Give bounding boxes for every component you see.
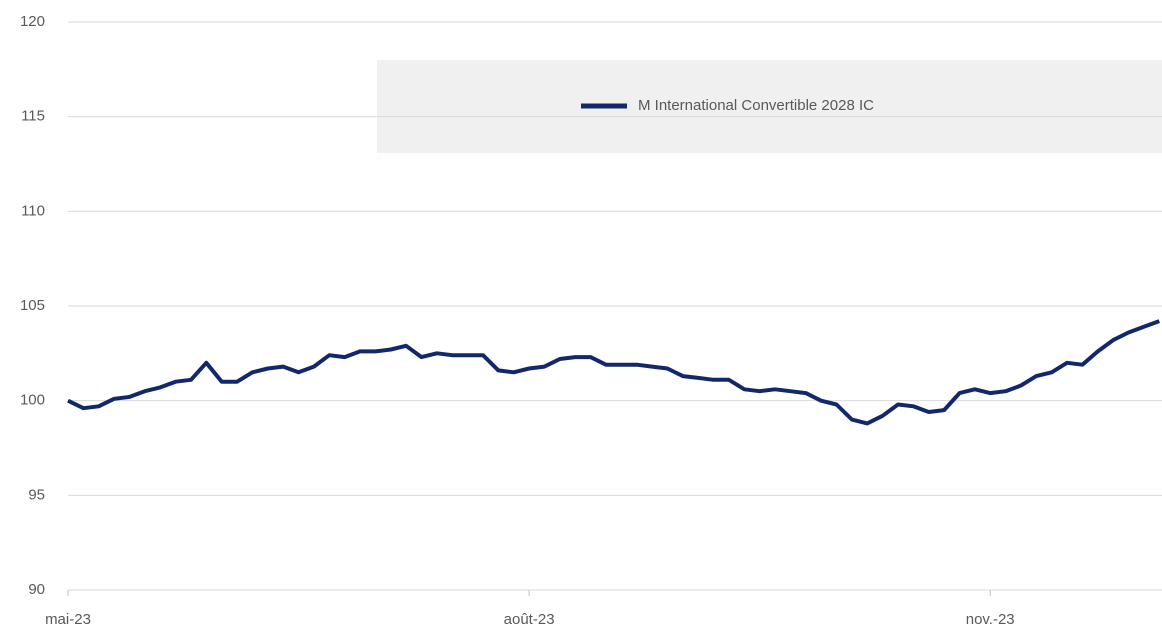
y-tick-label: 105	[20, 297, 45, 314]
y-tick-label: 110	[21, 202, 45, 219]
x-tick-label: août-23	[504, 611, 555, 628]
legend-label: M International Convertible 2028 IC	[638, 97, 874, 114]
legend-box	[377, 60, 1162, 153]
y-tick-label: 120	[20, 13, 45, 30]
y-tick-label: 100	[20, 392, 45, 409]
data-line	[67, 319, 1160, 426]
x-tick-label: mai-23	[45, 611, 91, 628]
x-tick-label: nov.-23	[966, 611, 1015, 628]
y-tick-label: 90	[28, 581, 45, 598]
y-tick-label: 95	[28, 486, 45, 503]
y-tick-label: 115	[21, 108, 45, 125]
